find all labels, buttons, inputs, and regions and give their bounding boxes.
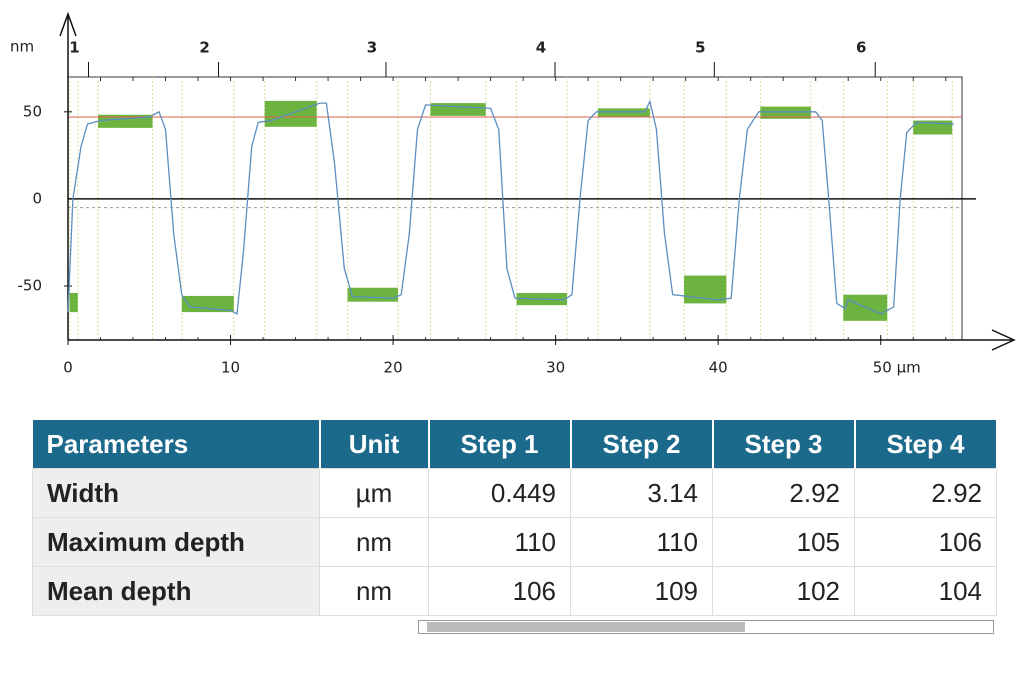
x-tick-label: 30 [546, 359, 565, 377]
table-row: Maximum depth nm 110 110 105 106 [32, 517, 997, 567]
column-header: Unit [319, 420, 430, 469]
x-tick-label: 40 [709, 359, 728, 377]
column-header: Step 2 [570, 420, 714, 469]
x-tick-label: 10 [221, 359, 240, 377]
y-tick-label: 0 [32, 189, 42, 207]
step-label: 6 [856, 39, 866, 57]
results-table: Parameters Unit Step 1 Step 2 Step 3 Step 4 W… [32, 420, 998, 616]
reference-region [347, 287, 398, 302]
y-tick-label: -50 [18, 277, 43, 295]
table-cell: 104 [854, 566, 997, 616]
reference-region [597, 108, 650, 118]
step-label: 3 [367, 39, 377, 57]
table-row: Mean depth nm 106 109 102 104 [32, 566, 997, 616]
table-body: Width µm 0.449 3.14 2.92 2.92 Maximum depth nm 1… [32, 468, 997, 616]
x-tick-label: 20 [384, 359, 403, 377]
table-cell: 110 [428, 517, 571, 567]
reference-region [181, 295, 234, 313]
column-header: Parameters [32, 420, 321, 469]
profile-line [67, 99, 954, 315]
step-label: 2 [199, 39, 209, 57]
table-cell: 109 [570, 566, 713, 616]
table-cell: 106 [854, 517, 997, 567]
table-cell: 0.449 [428, 468, 571, 518]
x-arrow [991, 329, 1016, 351]
table-cell: 102 [712, 566, 855, 616]
y-unit: nm [10, 38, 34, 56]
scrollbar-thumb[interactable] [427, 622, 745, 632]
step-label: 4 [536, 39, 546, 57]
table-cell: 3.14 [570, 468, 713, 518]
chart: -50 0 50 0 10 20 30 40 50 µm nm 1 2 3 4 5 6 [10, 11, 1016, 377]
table-cell: 105 [712, 517, 855, 567]
table-cell: 110 [570, 517, 713, 567]
table-cell: 2.92 [854, 468, 997, 518]
column-header: Step 1 [428, 420, 572, 469]
x-tick-label: 50 µm [873, 359, 921, 377]
x-tick-label: 0 [63, 359, 73, 377]
table-cell: 106 [428, 566, 571, 616]
reference-region [760, 106, 811, 119]
scrollbar[interactable] [418, 620, 994, 634]
y-arrow [59, 11, 77, 37]
table-row: Width µm 0.449 3.14 2.92 2.92 [32, 468, 997, 518]
reference-region [69, 292, 78, 313]
table-cell: Mean depth [32, 566, 320, 616]
column-header: Step 3 [712, 420, 856, 469]
step-label: 5 [695, 39, 705, 57]
y-tick-label: 50 [23, 102, 42, 120]
table-cell: Maximum depth [32, 517, 320, 567]
table-cell: 2.92 [712, 468, 855, 518]
table-cell: Width [32, 468, 320, 518]
step-label: 1 [69, 39, 79, 57]
table-cell: nm [319, 566, 429, 616]
header-row: Parameters Unit Step 1 Step 2 Step 3 Step 4 [32, 420, 998, 469]
table-cell: nm [319, 517, 429, 567]
column-header: Step 4 [854, 420, 998, 469]
table-cell: µm [319, 468, 429, 518]
